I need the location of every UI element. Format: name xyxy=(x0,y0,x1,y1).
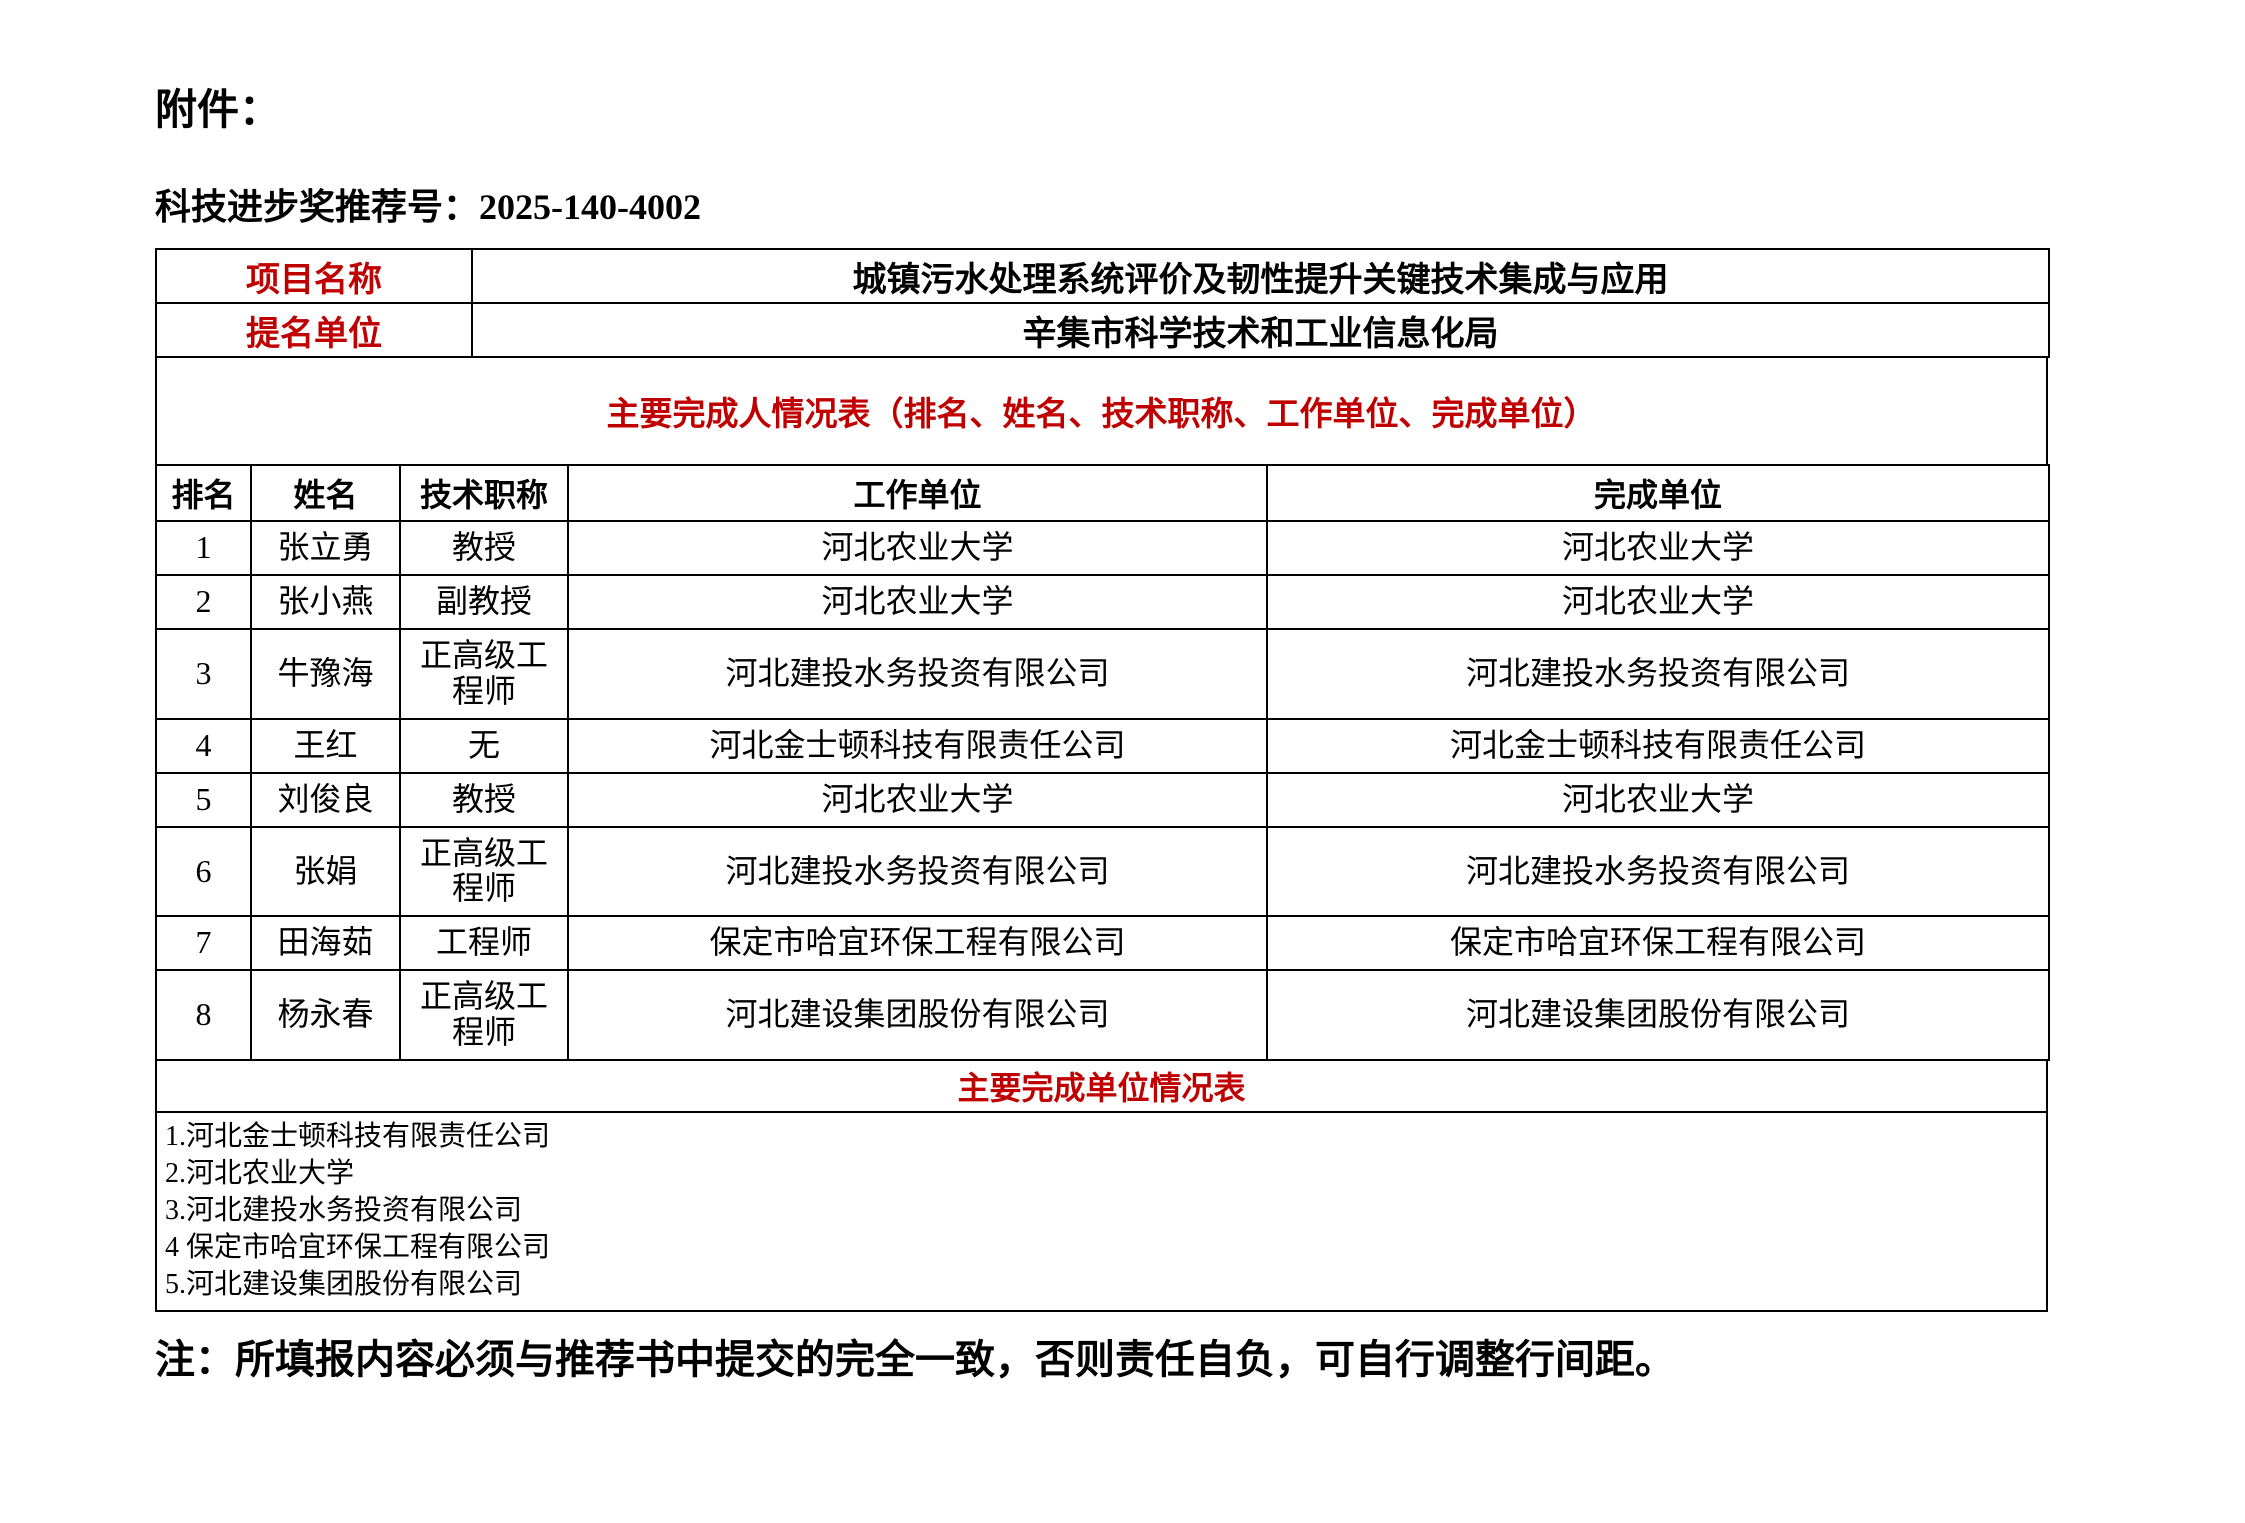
project-info-table: 项目名称 城镇污水处理系统评价及韧性提升关键技术集成与应用 提名单位 辛集市科学技术和… xyxy=(155,248,2050,358)
person-table-header-row: 排名 姓名 技术职称 工作单位 完成单位 xyxy=(155,464,2050,522)
name-cell: 牛豫海 xyxy=(250,628,401,720)
name-cell: 田海茹 xyxy=(250,915,401,972)
title-cell: 工程师 xyxy=(399,915,569,972)
rank-cell: 4 xyxy=(155,717,252,774)
list-item: 4 保定市哈宜环保工程有限公司 xyxy=(165,1231,551,1263)
table-row: 4 王红无河北金士顿科技有限责任公司 河北金士顿科技有限责任公司 xyxy=(155,717,2050,774)
unit-section-title: 主要完成单位情况表 xyxy=(155,1058,2048,1113)
list-item: 5.河北建设集团股份有限公司 xyxy=(165,1268,523,1300)
person-table: 排名 姓名 技术职称 工作单位 完成单位 1 张立勇 教授 河北农业大学 河北农业大学 2 张小燕副… xyxy=(155,464,2050,1061)
completion-unit-cell: 河北农业大学 xyxy=(1266,574,2050,630)
completion-unit-cell: 河北农业大学 xyxy=(1266,520,2050,576)
title-cell: 无 xyxy=(399,717,569,774)
list-item: 1.河北金士顿科技有限责任公司 xyxy=(165,1120,551,1152)
table-row: 1.河北金士顿科技有限责任公司 2.河北农业大学 3.河北建投水务投资有限公司 4 保… xyxy=(155,1110,2048,1312)
work-unit-cell: 河北农业大学 xyxy=(567,520,1268,576)
info-row-value: 城镇污水处理系统评价及韧性提升关键技术集成与应用 xyxy=(471,248,2050,304)
table-row: 1 张立勇 教授 河北农业大学 河北农业大学 xyxy=(155,520,2050,576)
name-cell: 杨永春 xyxy=(250,969,401,1061)
rank-cell: 5 xyxy=(155,771,252,828)
footer-note: 注：所填报内容必须与推荐书中提交的完全一致，否则责任自负，可自行调整行间距。 xyxy=(155,1336,1675,1382)
rank-cell: 3 xyxy=(155,628,252,720)
recommendation-number-value: 2025-140-4002 xyxy=(479,187,701,227)
person-section-title: 主要完成人情况表（排名、姓名、技术职称、工作单位、完成单位） xyxy=(155,356,2048,466)
completion-unit-cell: 保定市哈宜环保工程有限公司 xyxy=(1266,915,2050,972)
rank-cell: 2 xyxy=(155,574,252,630)
title-cell: 正高级工程师 xyxy=(399,969,569,1061)
title-cell: 教授 xyxy=(399,520,569,576)
unit-list-table: 1.河北金士顿科技有限责任公司 2.河北农业大学 3.河北建投水务投资有限公司 4 保… xyxy=(155,1110,2048,1312)
rank-cell: 1 xyxy=(155,520,252,576)
info-row: 提名单位 辛集市科学技术和工业信息化局 xyxy=(155,302,2050,358)
work-unit-cell: 河北农业大学 xyxy=(567,574,1268,630)
name-cell: 张娟 xyxy=(250,825,401,918)
attachment-heading: 附件： xyxy=(155,86,282,133)
person-table-body: 1 张立勇 教授 河北农业大学 河北农业大学 2 张小燕 副教授 河北农业大学 河北农业大学 3 牛豫… xyxy=(155,520,2050,1061)
work-unit-cell: 河北金士顿科技有限责任公司 xyxy=(567,717,1268,774)
work-unit-cell: 保定市哈宜环保工程有限公司 xyxy=(567,915,1268,972)
table-row: 2 张小燕 副教授 河北农业大学 河北农业大学 xyxy=(155,574,2050,630)
name-cell: 王红 xyxy=(250,717,401,774)
rank-cell: 6 xyxy=(155,825,252,918)
work-unit-cell: 河北建投水务投资有限公司 xyxy=(567,825,1268,918)
unit-list-cell: 1.河北金士顿科技有限责任公司 2.河北农业大学 3.河北建投水务投资有限公司 4 保… xyxy=(155,1110,2048,1312)
title-cell: 副教授 xyxy=(399,574,569,630)
info-row-label: 项目名称 xyxy=(155,248,473,304)
work-unit-cell: 河北农业大学 xyxy=(567,771,1268,828)
name-cell: 刘俊良 xyxy=(250,771,401,828)
table-row: 7 田海茹 工程师 保定市哈宜环保工程有限公司 保定市哈宜环保工程有限公司 xyxy=(155,915,2050,972)
column-header: 姓名 xyxy=(250,464,401,522)
award-form-table: 项目名称 城镇污水处理系统评价及韧性提升关键技术集成与应用 提名单位 辛集市科学技术和… xyxy=(155,248,2050,1312)
title-cell: 教授 xyxy=(399,771,569,828)
name-cell: 张立勇 xyxy=(250,520,401,576)
title-cell: 正高级工程师 xyxy=(399,628,569,720)
info-row-label: 提名单位 xyxy=(155,302,473,358)
rank-cell: 7 xyxy=(155,915,252,972)
completion-unit-cell: 河北农业大学 xyxy=(1266,771,2050,828)
column-header: 技术职称 xyxy=(399,464,569,522)
table-row: 主要完成单位情况表 xyxy=(155,1058,2048,1113)
recommendation-number-label: 科技进步奖推荐号： xyxy=(155,187,480,227)
table-row: 主要完成人情况表（排名、姓名、技术职称、工作单位、完成单位） xyxy=(155,356,2048,466)
title-cell: 正高级工程师 xyxy=(399,825,569,918)
name-cell: 张小燕 xyxy=(250,574,401,630)
list-item: 2.河北农业大学 xyxy=(165,1157,355,1189)
completion-unit-cell: 河北建投水务投资有限公司 xyxy=(1266,628,2050,720)
completion-unit-cell: 河北建投水务投资有限公司 xyxy=(1266,825,2050,918)
info-row-value: 辛集市科学技术和工业信息化局 xyxy=(471,302,2050,358)
column-header: 工作单位 xyxy=(567,464,1268,522)
column-header: 完成单位 xyxy=(1266,464,2050,522)
completion-unit-cell: 河北金士顿科技有限责任公司 xyxy=(1266,717,2050,774)
table-row: 5 刘俊良 教授 河北农业大学 河北农业大学 xyxy=(155,771,2050,828)
table-row: 6 张娟 正高级工程师 河北建投水务投资有限公司 河北建投水务投资有限公司 xyxy=(155,825,2050,918)
rank-cell: 8 xyxy=(155,969,252,1061)
work-unit-cell: 河北建设集团股份有限公司 xyxy=(567,969,1268,1061)
list-item: 3.河北建投水务投资有限公司 xyxy=(165,1194,523,1226)
person-section-title-table: 主要完成人情况表（排名、姓名、技术职称、工作单位、完成单位） xyxy=(155,356,2048,466)
recommendation-number-line: 科技进步奖推荐号：2025-140-4002 xyxy=(155,185,2245,230)
work-unit-cell: 河北建投水务投资有限公司 xyxy=(567,628,1268,720)
document-page: 附件： 科技进步奖推荐号：2025-140-4002 项目名称 城镇污水处理系统评… xyxy=(155,86,2245,1382)
info-table-body: 项目名称 城镇污水处理系统评价及韧性提升关键技术集成与应用 提名单位 辛集市科学技术和… xyxy=(155,248,2050,358)
table-row: 3 牛豫海 正高级工程师 河北建投水务投资有限公司 河北建投水务投资有限公司 xyxy=(155,628,2050,720)
table-row: 8 杨永春 正高级工程师 河北建设集团股份有限公司 河北建设集团股份有限公司 xyxy=(155,969,2050,1061)
unit-section-title-table: 主要完成单位情况表 xyxy=(155,1058,2048,1113)
completion-unit-cell: 河北建设集团股份有限公司 xyxy=(1266,969,2050,1061)
column-header: 排名 xyxy=(155,464,252,522)
info-row: 项目名称 城镇污水处理系统评价及韧性提升关键技术集成与应用 xyxy=(155,248,2050,304)
